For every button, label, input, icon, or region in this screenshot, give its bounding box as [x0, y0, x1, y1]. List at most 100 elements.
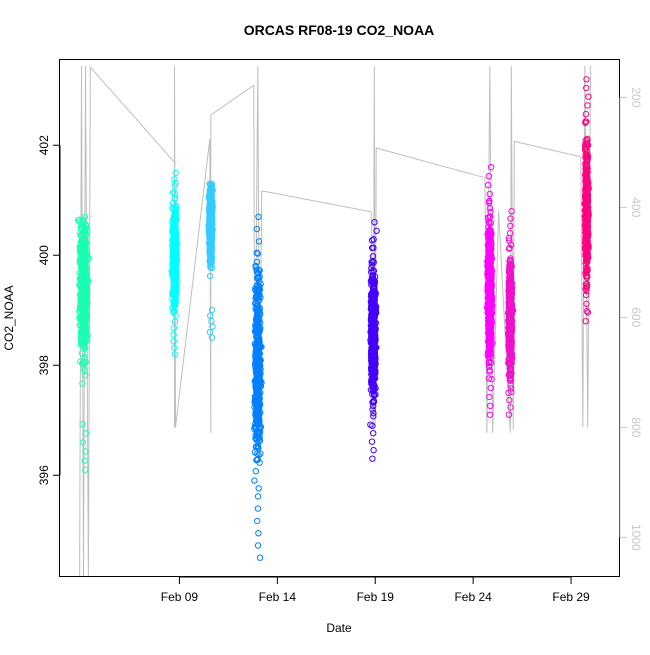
data-point [253, 294, 261, 302]
y-tick-label: 402 [37, 135, 51, 155]
data-point [369, 422, 376, 429]
data-point [485, 219, 493, 226]
data-point [253, 266, 260, 273]
chart-title: ORCAS RF08-19 CO2_NOAA [244, 22, 435, 38]
data-point [255, 305, 262, 312]
data-point [82, 466, 89, 473]
data-points-layer [75, 76, 592, 561]
data-point [82, 336, 89, 344]
data-point [508, 388, 515, 396]
data-point [487, 295, 494, 303]
data-point [583, 188, 590, 196]
data-point [78, 220, 85, 227]
data-point [80, 360, 87, 367]
data-point [83, 239, 90, 246]
data-point [80, 274, 88, 281]
data-point [256, 403, 263, 410]
y2-tick-label: 600 [629, 307, 643, 327]
data-point [254, 281, 261, 289]
data-point [583, 139, 590, 146]
data-point [485, 286, 492, 293]
data-point [252, 423, 260, 430]
data-point [171, 217, 179, 225]
data-point [507, 241, 515, 249]
data-point [171, 308, 178, 315]
data-point [370, 362, 377, 369]
data-point [252, 354, 259, 362]
data-point [171, 318, 179, 325]
data-point [369, 388, 377, 395]
data-point [582, 291, 590, 299]
data-point [254, 517, 261, 525]
data-point [506, 371, 513, 378]
data-point [583, 227, 590, 234]
data-point [583, 300, 590, 307]
data-point [254, 404, 261, 411]
data-point [373, 227, 380, 235]
series-1-points [75, 213, 92, 473]
data-point [171, 189, 178, 197]
data-point [507, 330, 514, 337]
data-point [253, 395, 260, 402]
data-point [582, 151, 589, 158]
data-point [486, 260, 493, 268]
data-point [170, 205, 178, 212]
data-point [78, 350, 86, 357]
data-point [206, 205, 213, 213]
data-point [371, 285, 378, 293]
data-point [486, 309, 494, 317]
data-point [370, 236, 377, 243]
data-point [487, 330, 494, 338]
data-point [487, 254, 494, 261]
data-point [255, 485, 262, 492]
data-point [369, 327, 377, 334]
data-point [254, 250, 261, 257]
data-point [582, 110, 590, 118]
data-point [485, 272, 493, 279]
data-point [254, 275, 261, 282]
data-point [257, 378, 264, 385]
data-point [170, 251, 178, 259]
data-point [486, 247, 494, 255]
data-point [487, 334, 494, 341]
series-2-points [168, 169, 181, 358]
data-point [506, 295, 513, 302]
data-point [207, 312, 214, 319]
data-point [488, 375, 495, 383]
data-point [485, 173, 493, 180]
series-4-points [251, 213, 265, 561]
y2-tick-label: 400 [629, 197, 643, 217]
data-point [368, 380, 375, 388]
data-point [583, 307, 591, 315]
data-point [171, 273, 179, 281]
data-point [485, 375, 493, 382]
x-tick-label: Feb 14 [259, 590, 297, 604]
data-point [82, 448, 89, 455]
data-point [583, 166, 591, 173]
series-7-points [504, 208, 517, 418]
data-point [82, 430, 89, 437]
data-point [581, 207, 589, 214]
data-point [370, 313, 377, 320]
y2-tick-label: 1000 [629, 524, 643, 551]
data-point [583, 282, 591, 290]
data-point [507, 350, 514, 357]
y-tick-label: 396 [37, 465, 51, 485]
data-point [82, 345, 89, 352]
data-point [485, 320, 493, 328]
data-point [583, 173, 590, 180]
data-point [80, 227, 88, 234]
data-point [173, 245, 180, 252]
data-point [505, 323, 513, 330]
x-tick-label: Feb 24 [454, 590, 492, 604]
data-point [78, 230, 86, 238]
data-point [369, 267, 376, 275]
data-point [255, 424, 263, 431]
data-point [171, 233, 179, 241]
data-point [505, 245, 513, 252]
data-point [507, 404, 514, 411]
data-point [78, 338, 86, 345]
data-point [584, 309, 592, 316]
data-point [81, 324, 89, 331]
data-point [369, 296, 376, 303]
